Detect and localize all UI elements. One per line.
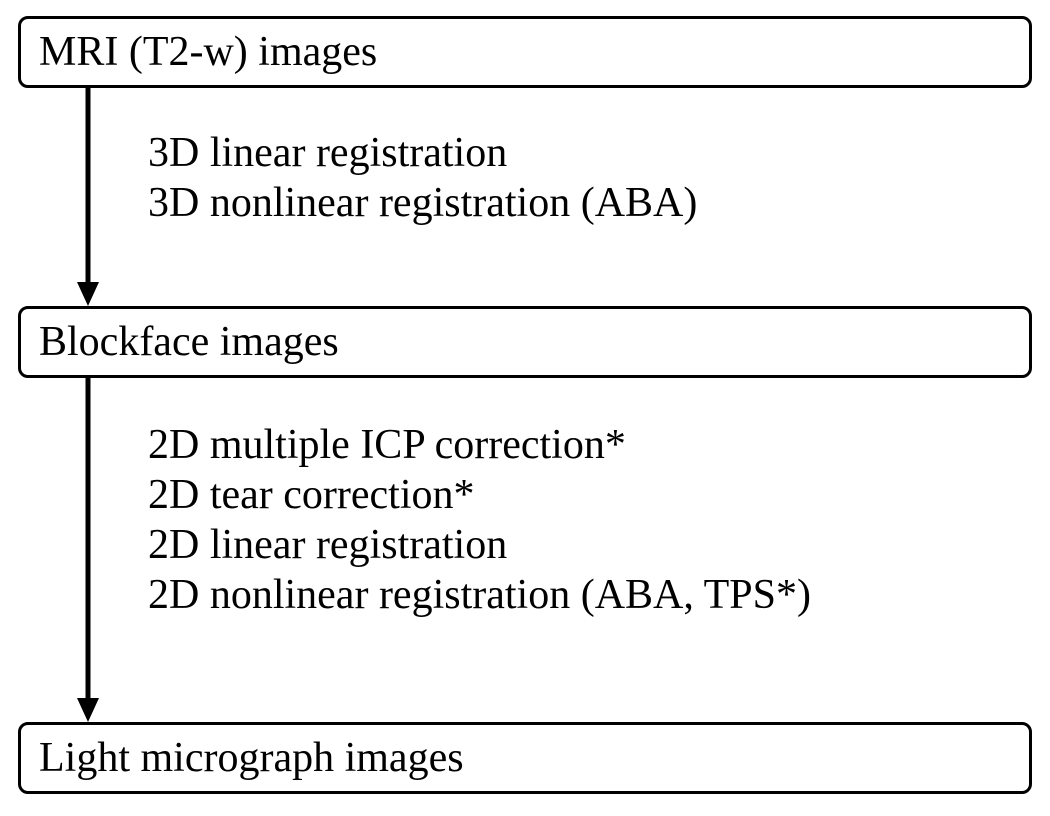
flow-edge-label-line: 2D tear correction* xyxy=(148,470,811,520)
flow-node-n3: Light micrograph images xyxy=(18,722,1032,794)
flow-edge-label-e1: 3D linear registration3D nonlinear regis… xyxy=(148,128,697,228)
flow-edge-label-e2: 2D multiple ICP correction*2D tear corre… xyxy=(148,420,811,620)
flow-edge-label-line: 2D multiple ICP correction* xyxy=(148,420,811,470)
flow-edge-label-line: 2D linear registration xyxy=(148,520,811,570)
flow-node-label: Light micrograph images xyxy=(39,734,464,782)
flow-node-n2: Blockface images xyxy=(18,306,1032,378)
flowchart-canvas: MRI (T2-w) images Blockface images Light m… xyxy=(0,0,1050,816)
arrows-layer xyxy=(0,0,1050,816)
flow-node-label: Blockface images xyxy=(39,318,339,366)
flow-edge-label-line: 3D nonlinear registration (ABA) xyxy=(148,178,697,228)
flow-edge-label-line: 3D linear registration xyxy=(148,128,697,178)
flow-edge-label-line: 2D nonlinear registration (ABA, TPS*) xyxy=(148,570,811,620)
flow-node-n1: MRI (T2-w) images xyxy=(18,16,1032,88)
flow-node-label: MRI (T2-w) images xyxy=(39,28,377,76)
